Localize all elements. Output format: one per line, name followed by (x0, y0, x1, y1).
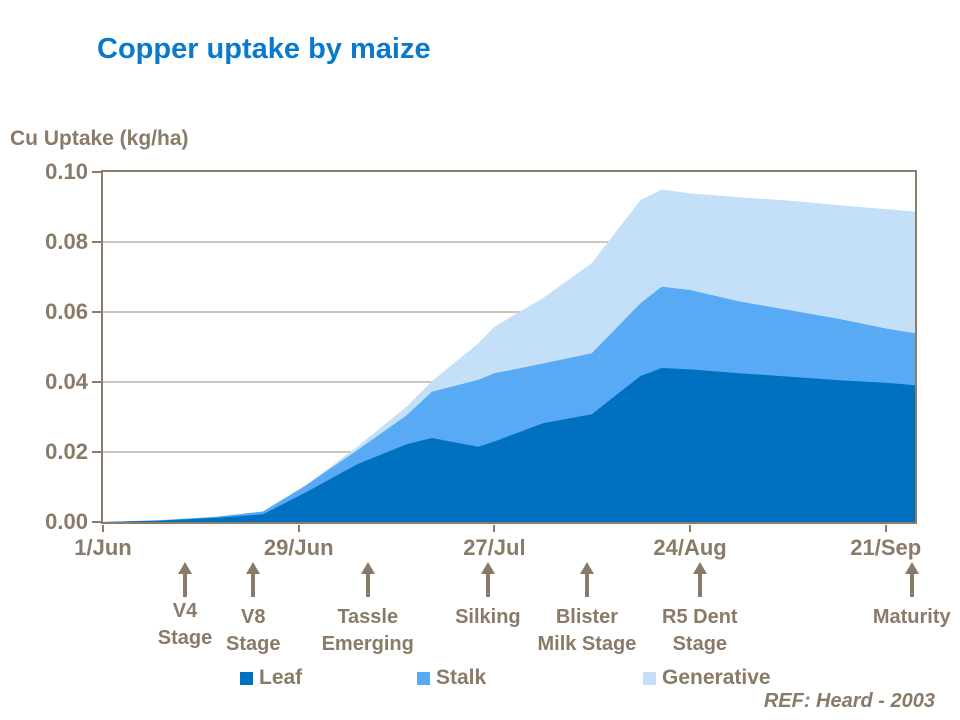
stage-label: Stage (225, 633, 281, 655)
up-arrow-stem (365, 572, 370, 597)
up-arrow-icon (246, 562, 261, 574)
y-tick (92, 521, 101, 523)
x-tick (493, 525, 496, 532)
up-arrow-stem (485, 572, 490, 597)
up-arrow-stem (183, 572, 187, 597)
up-arrow-icon (904, 562, 919, 574)
stage-label: Silking (455, 606, 521, 628)
x-axis-tick-label: 24/Aug (653, 535, 727, 560)
legend-label: Leaf (259, 666, 303, 689)
legend-label: Stalk (436, 666, 487, 689)
y-tick (92, 381, 101, 383)
y-axis-tick-label: 0.00 (45, 509, 88, 534)
x-tick (689, 525, 692, 532)
legend-label: Generative (662, 666, 771, 689)
x-tick (884, 525, 887, 532)
up-arrow-icon (178, 562, 192, 574)
stage-label: Milk Stage (537, 633, 637, 655)
up-arrow-icon (480, 562, 495, 574)
x-tick (102, 525, 104, 532)
y-axis-tick-label: 0.10 (45, 159, 88, 184)
stage-label: V4 (172, 600, 198, 622)
x-axis-tick-label: 1/Jun (74, 535, 132, 560)
y-tick (92, 241, 101, 243)
x-axis-tick-label: 21/Sep (850, 535, 922, 560)
stage-label: Maturity (872, 606, 951, 628)
y-tick (92, 171, 101, 173)
up-arrow-icon (692, 562, 707, 574)
stage-label: V8 (240, 606, 266, 628)
up-arrow-stem (909, 572, 914, 597)
stage-label: R5 Dent (662, 606, 738, 628)
up-arrow-stem (584, 572, 589, 597)
x-tick (297, 525, 300, 532)
y-axis-tick-label: 0.06 (45, 299, 88, 324)
chart-title: Copper uptake by maize (97, 33, 431, 65)
stage-label: Stage (672, 633, 728, 655)
y-axis-title: Cu Uptake (kg/ha) (10, 127, 189, 150)
y-axis-tick-label: 0.02 (45, 439, 88, 464)
legend-swatch (643, 672, 656, 685)
up-arrow-icon (579, 562, 594, 574)
x-axis-tick-label: 29/Jun (263, 535, 334, 560)
y-axis-tick-label: 0.08 (45, 229, 88, 254)
stacked-area-chart (103, 189, 915, 522)
legend-swatch (240, 672, 253, 685)
stage-label: Stage (157, 627, 213, 649)
y-tick (92, 451, 101, 453)
plot-area (101, 170, 917, 524)
reference-text: REF: Heard - 2003 (763, 690, 935, 712)
x-axis-tick-label: 27/Jul (463, 535, 526, 560)
up-arrow-icon (360, 562, 375, 574)
area-series-leaf (103, 368, 915, 522)
legend-swatch (417, 672, 430, 685)
stage-label: Emerging (321, 633, 414, 655)
up-arrow-stem (251, 572, 256, 597)
stage-label: Tassle (337, 606, 399, 628)
stage-label: Blister (555, 606, 619, 628)
y-tick (92, 311, 101, 313)
up-arrow-stem (697, 572, 702, 597)
y-axis-tick-label: 0.04 (45, 369, 88, 394)
